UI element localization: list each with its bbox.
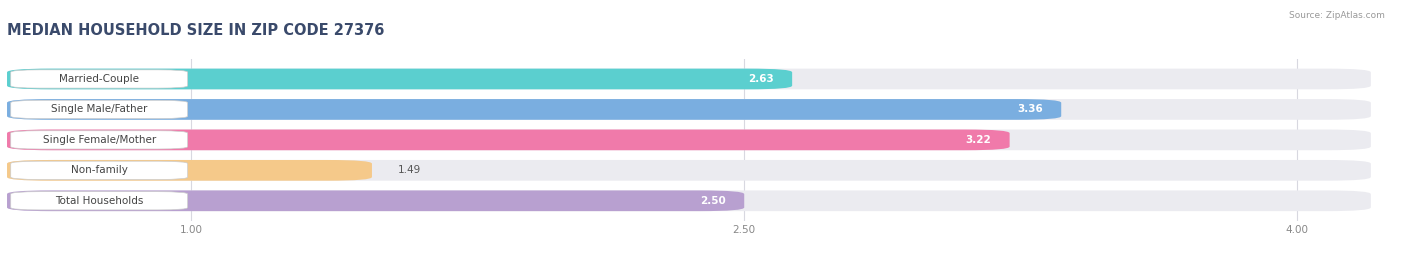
Text: Total Households: Total Households [55,196,143,206]
FancyBboxPatch shape [11,161,187,179]
Text: MEDIAN HOUSEHOLD SIZE IN ZIP CODE 27376: MEDIAN HOUSEHOLD SIZE IN ZIP CODE 27376 [7,23,384,38]
Text: Non-family: Non-family [70,165,128,175]
FancyBboxPatch shape [7,190,1371,211]
Text: 3.36: 3.36 [1017,104,1043,114]
FancyBboxPatch shape [7,99,1371,120]
FancyBboxPatch shape [7,99,1062,120]
Text: Single Male/Father: Single Male/Father [51,104,148,114]
FancyBboxPatch shape [11,131,187,149]
Text: 3.22: 3.22 [966,135,991,145]
Text: 1.49: 1.49 [398,165,420,175]
FancyBboxPatch shape [7,69,1371,89]
Text: Single Female/Mother: Single Female/Mother [42,135,156,145]
FancyBboxPatch shape [7,130,1010,150]
Text: Married-Couple: Married-Couple [59,74,139,84]
Text: 2.50: 2.50 [700,196,725,206]
FancyBboxPatch shape [11,192,187,210]
FancyBboxPatch shape [7,69,792,89]
Text: Source: ZipAtlas.com: Source: ZipAtlas.com [1289,11,1385,20]
FancyBboxPatch shape [11,100,187,119]
FancyBboxPatch shape [7,130,1371,150]
FancyBboxPatch shape [11,70,187,88]
FancyBboxPatch shape [7,160,373,181]
Text: 2.63: 2.63 [748,74,773,84]
FancyBboxPatch shape [7,190,744,211]
FancyBboxPatch shape [7,160,1371,181]
